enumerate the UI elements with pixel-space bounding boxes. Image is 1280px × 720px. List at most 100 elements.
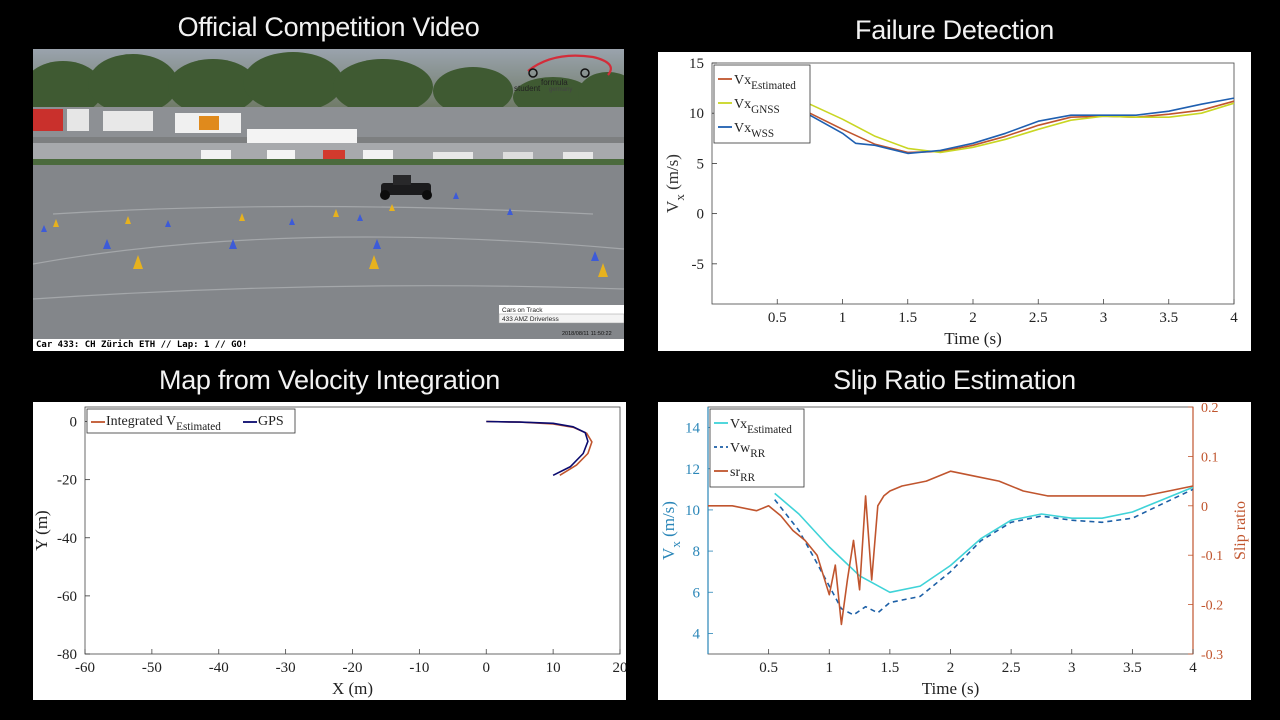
y-tick-label: 4 bbox=[693, 626, 701, 642]
x-tick-label: 20 bbox=[613, 660, 627, 676]
map-title: Map from Velocity Integration bbox=[159, 365, 500, 395]
x-tick-label: 4 bbox=[1230, 310, 1238, 326]
fsg-logo bbox=[527, 54, 612, 78]
competition-video[interactable]: Cars on Track 433 AMZ Driverless 2018/08… bbox=[33, 49, 624, 351]
x-tick-label: -30 bbox=[276, 660, 296, 676]
logo-text-student: student bbox=[514, 84, 541, 93]
video-caption: Car 433: CH Zürich ETH // Lap: 1 // GO! bbox=[33, 339, 624, 351]
x-tick-label: 1 bbox=[826, 660, 834, 676]
y-right-axis-label: Slip ratio bbox=[1232, 501, 1249, 560]
cones-blue bbox=[41, 192, 599, 261]
x-axis-label: Time (s) bbox=[944, 329, 1001, 348]
x-tick-label: -20 bbox=[343, 660, 363, 676]
y-tick-label: 0 bbox=[697, 207, 705, 223]
y-axis-label-text: Vx (m/s) bbox=[663, 154, 687, 213]
advert-boards bbox=[33, 109, 357, 143]
legend-label-1: Integrated VEstimated bbox=[106, 414, 221, 433]
y-tick-label: 10 bbox=[689, 106, 704, 122]
logo-text-germany: germany bbox=[549, 87, 572, 93]
map-panel: -60 -50 -40 -30 -20 -10 0 10 20 -80 -60 -40 -20 0 X (m… bbox=[33, 402, 626, 700]
slip-ratio-chart: 0.5 1 1.5 2 2.5 3 3.5 4 4 6 8 10 12 14 -0.3 -0.2 -0.1 0 0.… bbox=[659, 402, 1249, 698]
failure-detection-title: Failure Detection bbox=[855, 15, 1054, 45]
x-tick-label: 1.5 bbox=[898, 310, 917, 326]
legend-label-3: VxWSS bbox=[734, 121, 774, 140]
overlay-box bbox=[498, 305, 624, 324]
series-line-1 bbox=[774, 486, 1194, 594]
x-axis-label: X (m) bbox=[332, 679, 373, 698]
race-car bbox=[380, 175, 432, 200]
y-axis-label: Y (m) bbox=[33, 510, 51, 550]
failure-detection-panel: 0.5 1 1.5 2 2.5 3 3.5 4 -5 0 5 10 15 Time (s) Vx (m/s)… bbox=[658, 52, 1251, 351]
x-tick-label: 0 bbox=[483, 660, 491, 676]
overlay-line2: 433 AMZ Driverless bbox=[502, 316, 559, 323]
x-tick-label: 3 bbox=[1068, 660, 1076, 676]
x-tick-label: 2.5 bbox=[1002, 660, 1021, 676]
y-tick-label: 0 bbox=[70, 415, 78, 431]
x-tick-label: 3 bbox=[1100, 310, 1108, 326]
y-tick-label: 12 bbox=[685, 462, 700, 478]
series-line-1 bbox=[486, 420, 593, 476]
y-right-tick-label: -0.3 bbox=[1201, 648, 1223, 663]
legend-label-2: VxGNSS bbox=[734, 97, 780, 116]
legend-box bbox=[713, 64, 811, 144]
y-right-tick-label: 0 bbox=[1201, 500, 1208, 515]
logo-text-formula: formula bbox=[541, 78, 568, 87]
legend-label-2: GPS bbox=[258, 414, 284, 429]
x-tick-label: -10 bbox=[409, 660, 429, 676]
x-tick-label: 0.5 bbox=[768, 310, 787, 326]
x-tick-label: -60 bbox=[75, 660, 95, 676]
legend-label-1: VxEstimated bbox=[730, 417, 792, 436]
y-tick-label: -80 bbox=[57, 647, 77, 663]
y-right-tick-label: 0.2 bbox=[1201, 402, 1219, 416]
legend-label-2: VwRR bbox=[730, 441, 766, 460]
video-title: Official Competition Video bbox=[177, 12, 480, 42]
failure-detection-chart: 0.5 1 1.5 2 2.5 3 3.5 4 -5 0 5 10 15 Time (s) Vx (m/s)… bbox=[663, 56, 1238, 348]
y-axis-label-text: Vx (m/s) bbox=[659, 501, 683, 560]
y-tick-label: -60 bbox=[57, 589, 77, 605]
series-line-2 bbox=[486, 420, 589, 477]
video-scene: Cars on Track 433 AMZ Driverless 2018/08… bbox=[33, 49, 624, 351]
overlay-line1: Cars on Track bbox=[502, 307, 543, 314]
y-right-tick-label: 0.1 bbox=[1201, 450, 1219, 465]
x-tick-label: -50 bbox=[142, 660, 162, 676]
x-tick-label: 1 bbox=[839, 310, 847, 326]
series-line-2 bbox=[809, 102, 1235, 154]
y-right-tick-label: -0.2 bbox=[1201, 599, 1223, 614]
x-tick-label: 2 bbox=[947, 660, 955, 676]
tree-line bbox=[33, 52, 624, 117]
slip-ratio-title: Slip Ratio Estimation bbox=[833, 365, 1076, 395]
x-tick-label: -40 bbox=[209, 660, 229, 676]
x-tick-label: 0.5 bbox=[759, 660, 778, 676]
y-tick-label: 15 bbox=[689, 56, 704, 72]
x-tick-label: 2.5 bbox=[1029, 310, 1048, 326]
series-line-2 bbox=[774, 488, 1194, 616]
legend-label-3: srRR bbox=[730, 465, 756, 484]
x-tick-label: 1.5 bbox=[881, 660, 900, 676]
grass-strip bbox=[33, 159, 624, 165]
series-line-3 bbox=[708, 470, 1194, 626]
y-tick-label: -20 bbox=[57, 473, 77, 489]
cones-yellow bbox=[53, 204, 608, 277]
x-tick-label: 10 bbox=[546, 660, 561, 676]
legend-box bbox=[709, 408, 805, 488]
x-axis-label: Time (s) bbox=[922, 679, 979, 698]
x-tick-label: 2 bbox=[969, 310, 977, 326]
y-right-tick-label: -0.1 bbox=[1201, 549, 1223, 564]
y-axis-label: Vx (m/s) bbox=[663, 154, 687, 213]
series-line-1 bbox=[809, 100, 1235, 154]
y-tick-label: 6 bbox=[693, 585, 701, 601]
x-tick-label: 3.5 bbox=[1123, 660, 1142, 676]
video-timestamp: 2018/08/11 11:50:22 bbox=[562, 331, 612, 337]
slip-ratio-panel: 0.5 1 1.5 2 2.5 3 3.5 4 4 6 8 10 12 14 -0.3 -0.2 -0.1 0 0.… bbox=[658, 402, 1251, 700]
y-tick-label: -40 bbox=[57, 531, 77, 547]
y-tick-label: 10 bbox=[685, 503, 700, 519]
legend-box bbox=[86, 408, 296, 434]
y-tick-label: 5 bbox=[697, 156, 705, 172]
x-tick-label: 3.5 bbox=[1159, 310, 1178, 326]
x-tick-label: 4 bbox=[1189, 660, 1197, 676]
y-tick-label: -5 bbox=[692, 257, 705, 273]
series-line-3 bbox=[809, 97, 1235, 155]
legend-label-1: VxEstimated bbox=[734, 73, 796, 92]
y-tick-label: 8 bbox=[693, 544, 701, 560]
